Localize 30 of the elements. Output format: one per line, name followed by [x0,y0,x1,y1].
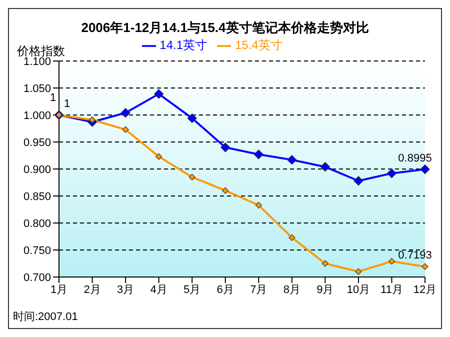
x-tick-label: 8月 [283,284,300,296]
x-tick-label: 6月 [216,284,234,296]
x-tick-label: 1月 [50,284,68,296]
y-tick-label: 1.000 [23,110,51,122]
y-tick-label: 0.750 [23,244,51,257]
x-tick-label: 10月 [346,284,370,296]
data-label: 1 [50,92,56,104]
y-tick-label: 1.050 [23,82,51,95]
x-tick-label: 12月 [413,284,437,296]
legend-label: 15.4英寸 [235,38,282,52]
data-label: 0.7193 [398,250,432,262]
x-tick-label: 4月 [150,284,168,296]
x-tick-label: 5月 [184,284,201,296]
text: 时间:2007.01 [13,310,78,324]
legend-label: 14.1英寸 [160,38,207,52]
y-axis-title: 价格指数 [17,43,65,58]
y-tick-label: 0.950 [23,136,51,149]
x-tick-label: 3月 [116,284,134,296]
y-tick-label: 0.850 [23,190,51,203]
y-tick-label: 0.900 [23,164,51,176]
y-tick-label: 1.100 [23,56,51,68]
x-tick-label: 11月 [380,284,403,296]
data-label: 1 [64,98,70,110]
x-tick-label: 9月 [316,284,334,296]
y-tick-label: 0.700 [23,272,51,284]
y-tick-label: 0.800 [23,218,51,230]
data-label: 0.8995 [398,152,432,164]
x-tick-label: 7月 [250,284,268,296]
x-tick-label: 2月 [84,284,101,296]
chart-title: 2006年1-12月14.1与15.4英寸笔记本价格走势对比 [80,19,370,37]
